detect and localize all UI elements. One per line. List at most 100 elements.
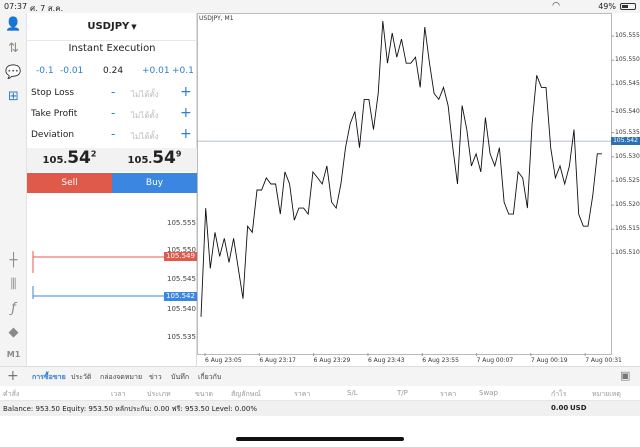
column-header[interactable]: S/L [347,389,358,397]
column-header[interactable]: หมายเหตุ [592,390,621,398]
price-series-line [200,20,602,317]
y-tick-label: 105.540 [615,107,640,115]
lot-minus-small-button[interactable]: -0.01 [60,66,84,76]
column-header[interactable]: T/P [397,389,408,397]
stop-loss-field[interactable]: ไม่ได้ตั้ง [131,90,159,99]
tick-ask-badge: 105.542 [164,292,197,301]
crosshair-icon[interactable]: ┼ [9,253,18,268]
stop-loss-label: Stop Loss [31,88,75,98]
home-indicator[interactable] [236,437,404,441]
y-tick-label: 105.515 [615,225,640,233]
price-chart[interactable]: USDJPY, M1 105.555 105.550 105.545 105.540 1… [197,13,640,366]
bid-price: 105.542 [27,148,112,172]
y-tick-label: 105.520 [615,201,640,209]
column-header[interactable]: เวลา [111,390,126,398]
chart-title: USDJPY, M1 [199,15,234,22]
x-tick-label: 6 Aug 23:55 [422,357,459,364]
stop-loss-plus-button[interactable]: + [180,84,192,100]
deviation-label: Deviation [31,130,75,140]
quotes-icon[interactable]: ⇅ [8,41,19,56]
y-tick-label: 105.510 [615,249,640,257]
chevron-down-icon: ▼ [131,23,137,31]
buy-button[interactable]: Buy [112,173,197,193]
currency-label: USD [570,404,587,412]
tick-axis-label: 105.545 [167,275,196,283]
wifi-icon: ◠ [552,1,560,11]
deviation-minus-button[interactable]: - [111,127,116,141]
take-profit-plus-button[interactable]: + [180,105,192,121]
column-header[interactable]: กำไร [551,390,567,398]
y-tick-label: 105.525 [615,176,640,184]
column-header[interactable]: Swap [479,389,498,397]
indicator-icon[interactable]: ƒ [11,301,16,316]
deviation-field[interactable]: ไม่ได้ตั้ง [131,132,159,141]
deviation-plus-button[interactable]: + [180,126,192,142]
x-tick-label: 7 Aug 00:31 [585,357,622,364]
tab-trade[interactable]: การซื้อขาย [32,373,66,381]
y-tick-label: 105.555 [615,32,640,40]
symbol-selector[interactable]: USDJPY ▼ [27,13,197,41]
left-toolbar: 👤 ⇅ 💬 ⊞ ┼ ⫼ ƒ ◆ M1 [0,13,27,366]
stop-loss-minus-button[interactable]: - [111,85,116,99]
execution-type[interactable]: Instant Execution [68,43,156,54]
tick-axis-label: 105.555 [167,219,196,227]
balance-bar: Balance: 953.50 Equity: 953.50 หลักประกั… [0,401,640,416]
column-header[interactable]: ประเภท [147,390,171,398]
x-tick-label: 6 Aug 23:17 [259,357,296,364]
lot-volume-value[interactable]: 0.24 [103,66,124,76]
x-tick-label: 6 Aug 23:29 [313,357,351,364]
profit-total: 0.00 [551,404,569,412]
column-header[interactable]: สัญลักษณ์ [231,390,261,398]
timeframe-button[interactable]: M1 [6,350,21,359]
column-header[interactable]: ราคา [440,390,457,398]
tab-about[interactable]: เกี่ยวกับ [198,373,222,381]
tick-axis-label: 105.535 [167,333,196,341]
take-profit-minus-button[interactable]: - [111,106,116,120]
objects-icon[interactable]: ◆ [8,325,19,340]
take-profit-field[interactable]: ไม่ได้ตั้ง [131,111,159,120]
lot-minus-big-button[interactable]: -0.1 [36,66,54,76]
current-price-badge: 105.542 [611,137,640,146]
tab-history[interactable]: ประวัติ [71,373,92,381]
sell-button[interactable]: Sell [27,173,112,193]
order-panel: USDJPY ▼ Instant Execution -0.1 -0.01 0.2… [27,13,197,366]
x-tick-label: 7 Aug 00:19 [530,357,568,364]
y-tick-label: 105.530 [615,152,640,160]
take-profit-row: Take Profit - ไม่ได้ตั้ง + [31,105,195,125]
y-tick-label: 105.545 [615,80,640,88]
chat-icon[interactable]: 💬 [5,65,22,80]
x-tick-label: 7 Aug 00:07 [476,357,514,364]
account-icon[interactable]: 👤 [5,17,22,32]
battery-icon [620,3,636,10]
bottom-tab-bar: + การซื้อขาย ประวัติ กล่องจดหมาย ข่าว บั… [0,366,640,386]
column-header[interactable]: คำสั่ง [3,390,20,398]
y-tick-label: 105.535 [615,128,640,136]
add-icon[interactable]: + [7,368,19,384]
battery-percent: 49% [598,2,616,11]
tab-news[interactable]: ข่าว [149,373,162,381]
symbol-name: USDJPY [87,21,130,32]
x-tick-label: 6 Aug 23:05 [205,357,242,364]
status-bar: 07:37 ศ. 7 ส.ค. ◠ 49% [0,0,640,13]
ask-price: 105.549 [112,148,197,172]
y-tick-label: 105.550 [615,56,640,64]
chart-canvas[interactable] [197,13,640,366]
status-time: 07:37 [4,2,28,11]
tick-axis-label: 105.540 [167,305,196,313]
stop-loss-row: Stop Loss - ไม่ได้ตั้ง + [31,84,195,104]
x-tick-label: 6 Aug 23:43 [367,357,405,364]
status-date: ศ. 7 ส.ค. [30,4,64,13]
layout-icon[interactable]: ▣ [620,369,631,382]
tab-mailbox[interactable]: กล่องจดหมาย [100,373,143,381]
column-header[interactable]: ราคา [294,390,311,398]
tick-bid-badge: 105.549 [164,252,197,261]
tick-axis-label: 105.550 [167,246,196,254]
chart-frame [197,13,612,355]
lot-plus-small-button[interactable]: +0.01 [142,66,170,76]
candles-icon[interactable]: ⫼ [10,277,17,292]
lot-plus-big-button[interactable]: +0.1 [172,66,194,76]
tab-journal[interactable]: บันทึก [171,373,190,381]
column-header[interactable]: ขนาด [195,390,214,398]
new-order-icon[interactable]: ⊞ [8,89,19,104]
deviation-row: Deviation - ไม่ได้ตั้ง + [31,126,195,146]
